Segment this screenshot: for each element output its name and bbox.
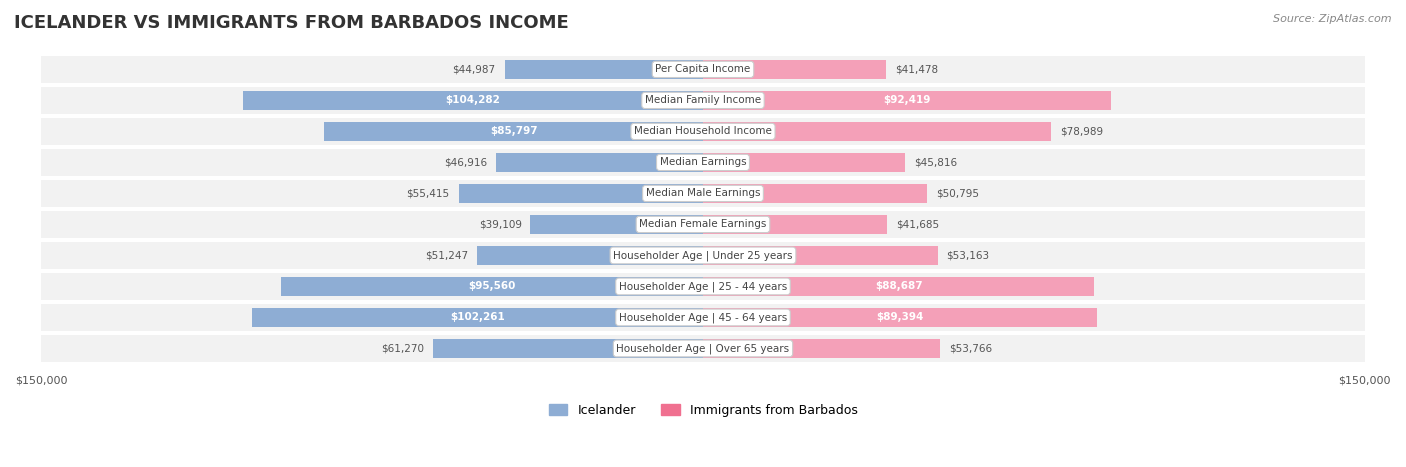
Text: $102,261: $102,261	[450, 312, 505, 322]
Bar	[41, 180, 1365, 207]
Text: $95,560: $95,560	[468, 282, 516, 291]
Text: $85,797: $85,797	[489, 127, 537, 136]
Text: $53,163: $53,163	[946, 250, 990, 261]
Bar	[703, 60, 886, 79]
Text: $51,247: $51,247	[425, 250, 468, 261]
Bar	[281, 277, 703, 296]
Bar	[41, 118, 1365, 145]
Bar	[703, 246, 938, 265]
Bar	[325, 122, 703, 141]
Bar	[433, 339, 703, 358]
Bar	[703, 91, 1111, 110]
Text: $44,987: $44,987	[453, 64, 496, 74]
Bar	[703, 277, 1094, 296]
Bar	[243, 91, 703, 110]
Text: $41,478: $41,478	[894, 64, 938, 74]
Text: $53,766: $53,766	[949, 343, 993, 354]
Text: $46,916: $46,916	[444, 157, 488, 168]
Text: Median Earnings: Median Earnings	[659, 157, 747, 168]
Bar	[477, 246, 703, 265]
Bar	[703, 308, 1097, 327]
Text: $88,687: $88,687	[875, 282, 922, 291]
Bar	[505, 60, 703, 79]
Bar	[41, 304, 1365, 331]
Text: Householder Age | Under 25 years: Householder Age | Under 25 years	[613, 250, 793, 261]
Bar	[41, 149, 1365, 176]
Bar	[41, 335, 1365, 362]
Text: $89,394: $89,394	[876, 312, 924, 322]
Bar	[41, 273, 1365, 300]
Text: $41,685: $41,685	[896, 219, 939, 229]
Bar	[252, 308, 703, 327]
Bar	[41, 87, 1365, 114]
Text: Householder Age | 45 - 64 years: Householder Age | 45 - 64 years	[619, 312, 787, 323]
Text: $39,109: $39,109	[478, 219, 522, 229]
Text: Median Male Earnings: Median Male Earnings	[645, 188, 761, 198]
Bar	[703, 184, 927, 203]
Text: $104,282: $104,282	[446, 95, 501, 106]
Text: Median Family Income: Median Family Income	[645, 95, 761, 106]
Bar	[458, 184, 703, 203]
Bar	[530, 215, 703, 234]
Bar	[41, 56, 1365, 83]
Bar	[496, 153, 703, 172]
Text: Householder Age | 25 - 44 years: Householder Age | 25 - 44 years	[619, 281, 787, 292]
Text: $50,795: $50,795	[936, 188, 979, 198]
Text: $78,989: $78,989	[1060, 127, 1104, 136]
Text: $61,270: $61,270	[381, 343, 423, 354]
Legend: Icelander, Immigrants from Barbados: Icelander, Immigrants from Barbados	[544, 399, 862, 422]
Text: ICELANDER VS IMMIGRANTS FROM BARBADOS INCOME: ICELANDER VS IMMIGRANTS FROM BARBADOS IN…	[14, 14, 569, 32]
Text: Householder Age | Over 65 years: Householder Age | Over 65 years	[616, 343, 790, 354]
Bar	[703, 215, 887, 234]
Bar	[41, 211, 1365, 238]
Text: Median Household Income: Median Household Income	[634, 127, 772, 136]
Text: $45,816: $45,816	[914, 157, 957, 168]
Text: $92,419: $92,419	[883, 95, 931, 106]
Text: Per Capita Income: Per Capita Income	[655, 64, 751, 74]
Bar	[703, 153, 905, 172]
Text: Source: ZipAtlas.com: Source: ZipAtlas.com	[1274, 14, 1392, 24]
Bar	[41, 242, 1365, 269]
Text: Median Female Earnings: Median Female Earnings	[640, 219, 766, 229]
Bar	[703, 122, 1052, 141]
Bar	[703, 339, 941, 358]
Text: $55,415: $55,415	[406, 188, 450, 198]
